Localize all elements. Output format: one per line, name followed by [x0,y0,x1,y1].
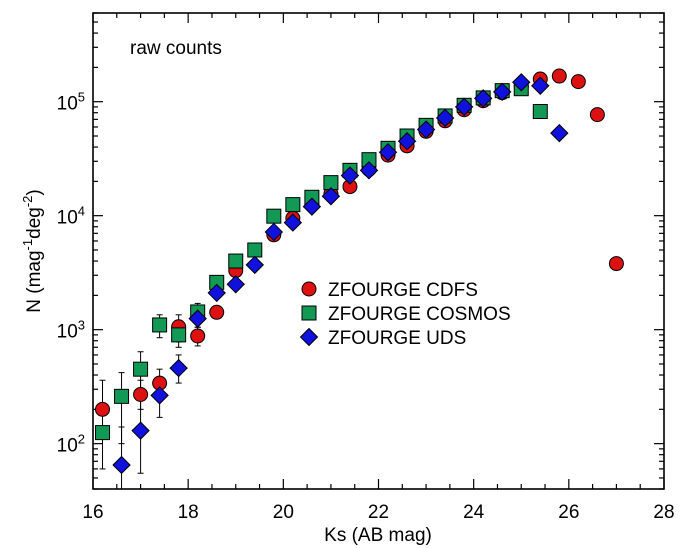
circle-data-point [589,107,605,123]
y-tick-label: 103 [57,318,85,343]
circle-data-point [190,328,206,344]
square-data-point [228,253,244,269]
chart-annotation: raw counts [130,38,222,59]
diamond-data-point [264,222,284,242]
legend-square-marker [301,305,317,321]
legend-label: ZFOURGE UDS [328,328,466,349]
x-tick-label: 16 [82,502,103,523]
circle-data-point [133,386,149,402]
y-tick-label: 102 [57,432,85,457]
diamond-data-point [493,82,512,102]
square-data-point [171,327,187,343]
x-axis-label: Ks (AB mag) [324,525,432,546]
diamond-data-point [454,97,474,117]
x-tick-label: 20 [273,502,294,523]
x-tick-label: 22 [368,502,389,523]
legend-label: ZFOURGE COSMOS [328,304,511,325]
legend: ZFOURGE CDFS ZFOURGE COSMOS ZFOURGE UDS [299,280,511,349]
diamond-data-point [245,255,264,275]
diamond-data-point [378,143,398,162]
diamond-data-point [188,309,207,328]
legend-circle-marker [301,281,317,297]
tick-labels: 16 18 20 22 24 26 28 102 103 104 105 [57,90,675,523]
circle-data-point [570,74,586,90]
diamond-data-point [416,120,436,139]
square-data-point [95,425,111,441]
diamond-data-point [512,73,531,92]
x-tick-label: 18 [178,502,199,523]
y-tick-label: 104 [57,204,85,229]
y-axis-label: N (mag-1deg-2) [20,189,45,312]
diamond-data-point [531,76,550,95]
legend-label: ZFOURGE CDFS [328,280,478,301]
x-tick-label: 24 [463,502,485,523]
square-data-point [133,361,149,377]
circle-data-point [209,304,225,320]
square-data-point [152,317,168,333]
diamond-data-point [435,108,455,128]
x-tick-label: 26 [558,502,579,523]
square-data-point [285,197,301,213]
diamond-data-point [131,421,150,440]
square-data-point [266,208,282,224]
x-tick-label: 28 [653,502,674,523]
diamond-data-point [302,197,322,216]
legend-diamond-marker [299,327,319,347]
diamond-data-point [207,283,226,303]
diamond-data-point [226,275,245,294]
axis-ticks [92,12,665,490]
circle-data-point [551,68,567,84]
y-tick-label: 105 [57,90,85,115]
diamond-data-point [550,123,569,143]
circle-data-point [95,401,111,417]
circle-data-point [608,256,624,272]
square-data-point [114,388,130,404]
diamond-data-point [340,166,360,185]
data-markers [95,68,624,475]
diamond-data-point [359,161,379,180]
diamond-data-point [283,213,303,232]
diamond-data-point [321,187,341,206]
diamond-data-point [473,89,493,108]
square-data-point [532,104,548,120]
diamond-data-point [112,455,131,475]
square-data-point [247,242,263,258]
diamond-data-point [169,358,188,378]
diamond-data-point [397,132,417,151]
diamond-data-point [150,386,169,405]
